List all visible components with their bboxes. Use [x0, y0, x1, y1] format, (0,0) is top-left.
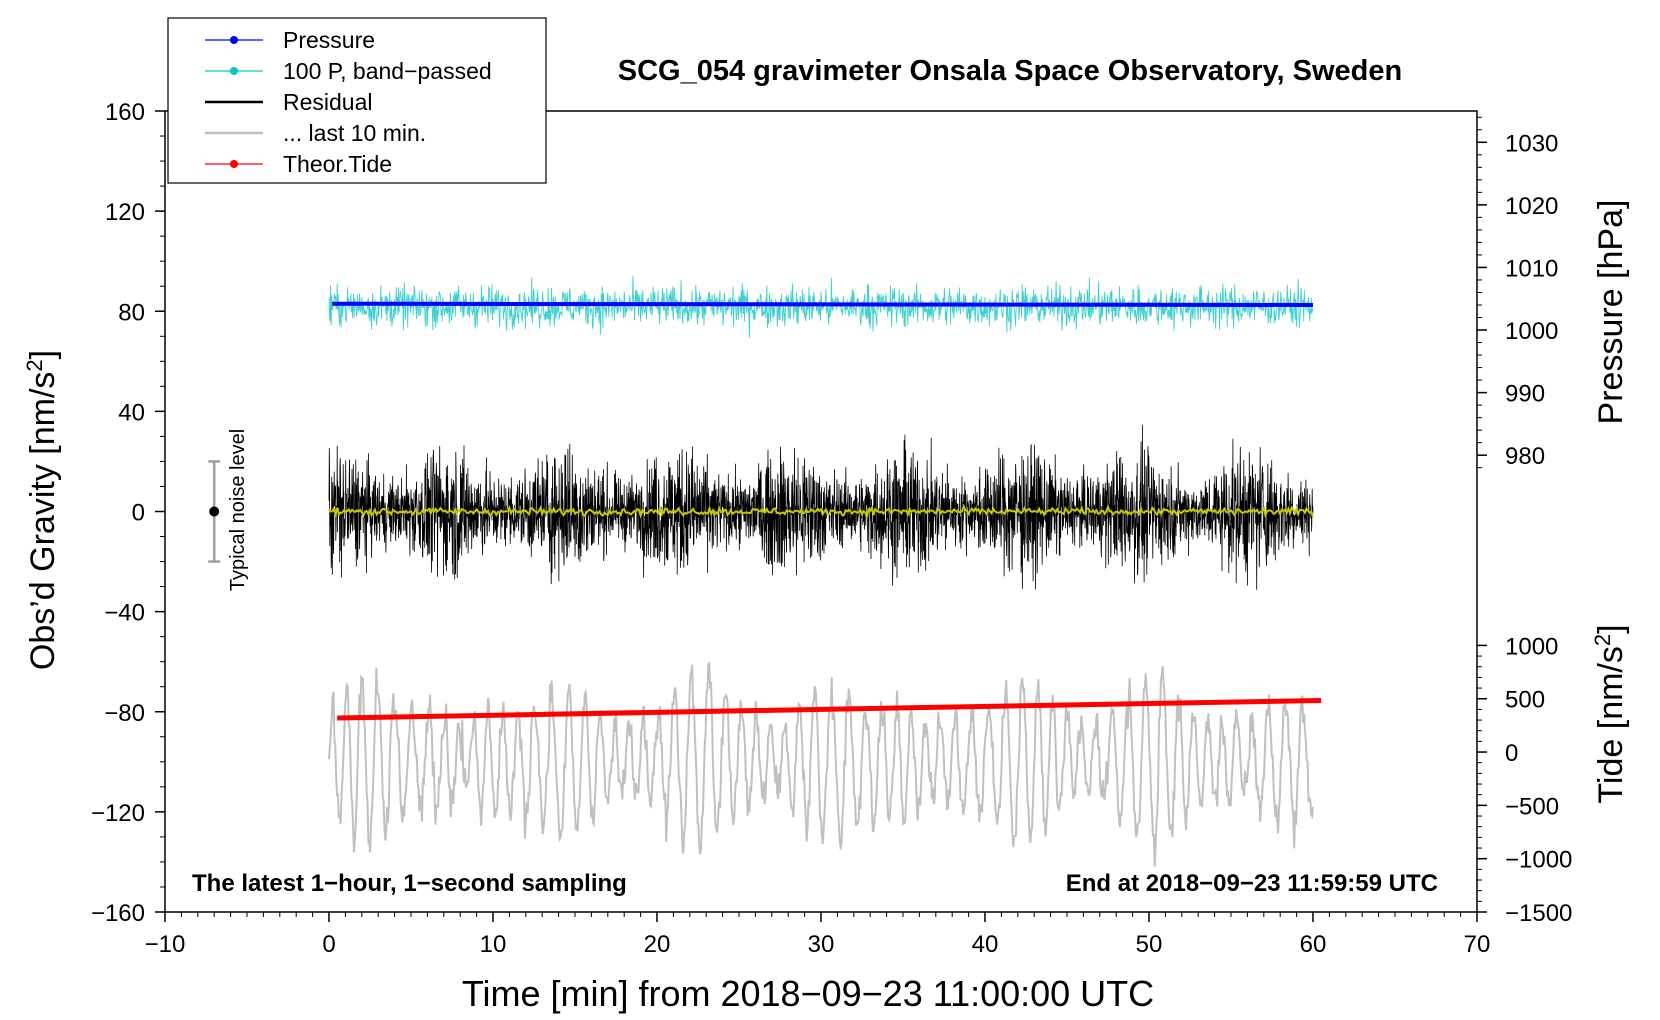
- series-last-10-min: [328, 662, 1314, 867]
- y-axis-label-pressure: Pressure [hPa]: [1592, 200, 1630, 425]
- pressure-tick-label: 1030: [1505, 130, 1558, 157]
- pressure-tick-label: 1020: [1505, 193, 1558, 220]
- x-tick-label: 10: [480, 931, 507, 958]
- y-tick-label: 160: [105, 99, 145, 126]
- y-axis-label-left-text: Obs’d Gravity [nm/s: [24, 372, 62, 671]
- series-pressure-band-passed: [328, 275, 1314, 338]
- series-residual: [328, 424, 1314, 590]
- tide-tick-label: 1000: [1505, 633, 1558, 660]
- x-tick-label: 70: [1464, 931, 1491, 958]
- legend-label: 100 P, band−passed: [283, 58, 492, 84]
- annotation-left: The latest 1−hour, 1−second sampling: [192, 870, 627, 897]
- tide-tick-label: 0: [1505, 740, 1518, 767]
- y-tick-label: −160: [91, 900, 145, 927]
- x-axis-label: Time [min] from 2018−09−23 11:00:00 UTC: [462, 973, 1154, 1014]
- x-tick-label: 30: [808, 931, 835, 958]
- y-tick-label: −80: [104, 700, 145, 727]
- legend-label: Residual: [283, 89, 373, 115]
- noise-level-label: Typical noise level: [227, 429, 249, 591]
- y-tick-label: 40: [118, 399, 145, 426]
- x-tick-label: 50: [1136, 931, 1163, 958]
- legend-label: Pressure: [283, 27, 375, 53]
- legend-box: [167, 17, 547, 184]
- noise-level-bar: [208, 460, 221, 563]
- y-axis-label-tide-superscript: 2: [1590, 634, 1615, 646]
- tide-tick-label: −500: [1505, 793, 1559, 820]
- pressure-tick-label: 980: [1505, 443, 1545, 470]
- series-residual-smoothed: [328, 503, 1314, 520]
- y-tick-label: 0: [132, 500, 145, 527]
- y-tick-label: 80: [118, 299, 145, 326]
- tide-tick-label: 500: [1505, 687, 1545, 714]
- legend-marker: [230, 67, 238, 75]
- pressure-tick-label: 1010: [1505, 255, 1558, 282]
- y-tick-label: −40: [104, 600, 145, 627]
- y-axis-label-tide-bracket: ]: [1592, 624, 1630, 633]
- x-tick-label: 20: [644, 931, 671, 958]
- plot-series-layer: [328, 275, 1322, 867]
- x-tick-label: −10: [145, 931, 186, 958]
- y-axis-label-tide-text: Tide [nm/s: [1592, 646, 1630, 803]
- y-tick-label: −120: [91, 800, 145, 827]
- pressure-tick-label: 990: [1505, 381, 1545, 408]
- x-tick-label: 0: [322, 931, 335, 958]
- x-tick-label: 60: [1300, 931, 1327, 958]
- pressure-tick-label: 1000: [1505, 318, 1558, 345]
- tide-tick-label: −1500: [1505, 900, 1572, 927]
- legend: Pressure 100 P, band−passed Residual ... la…: [167, 17, 547, 184]
- y-axis-label-left-bracket: ]: [24, 350, 62, 359]
- chart-title: SCG_054 gravimeter Onsala Space Observat…: [618, 55, 1402, 87]
- legend-label: ... last 10 min.: [283, 120, 426, 146]
- noise-bar-center-dot: [209, 506, 220, 517]
- x-tick-label: 40: [972, 931, 999, 958]
- tide-tick-label: −1000: [1505, 847, 1572, 874]
- series-pressure: [332, 301, 1314, 307]
- y-axis-label-tide: Tide [nm/s2]: [1590, 624, 1631, 803]
- annotation-right: End at 2018−09−23 11:59:59 UTC: [1066, 870, 1438, 897]
- axis-ticks: −10 0 10 20 30 40 50 60 7016012080400−40−80−120−…: [91, 99, 1572, 958]
- legend-label: Theor.Tide: [283, 151, 392, 177]
- legend-items: Pressure 100 P, band−passed Residual ... la…: [205, 27, 492, 177]
- y-axis-label-left: Obs’d Gravity [nm/s2]: [22, 350, 63, 670]
- series-theoretical-tide: [337, 697, 1322, 721]
- y-axis-label-left-superscript: 2: [22, 359, 47, 371]
- legend-marker: [230, 36, 238, 44]
- legend-marker: [230, 160, 238, 168]
- y-tick-label: 120: [105, 199, 145, 226]
